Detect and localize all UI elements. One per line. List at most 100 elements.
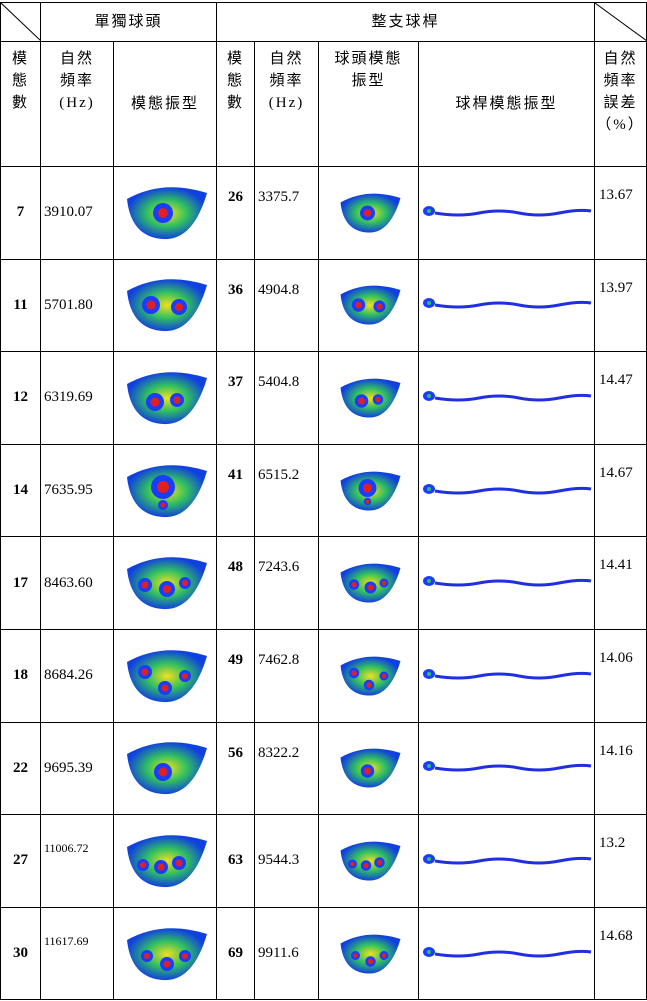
group-header-row: 單獨球頭 整支球桿 bbox=[1, 3, 647, 42]
club-shape-cell bbox=[419, 167, 595, 260]
club-frequency: 9911.6 bbox=[255, 907, 319, 1000]
club-shape bbox=[419, 183, 595, 243]
frequency-error: 13.97 bbox=[595, 259, 647, 352]
head-frequency: 11006.72 bbox=[41, 815, 114, 908]
club-frequency: 7243.6 bbox=[255, 537, 319, 630]
frequency-error: 14.67 bbox=[595, 444, 647, 537]
club-frequency: 3375.7 bbox=[255, 167, 319, 260]
head-shape-cell bbox=[114, 722, 217, 815]
head-frequency: 7635.95 bbox=[41, 444, 114, 537]
club-shape-cell bbox=[419, 444, 595, 537]
head-shape-cell bbox=[114, 259, 217, 352]
mode-shape bbox=[321, 816, 417, 906]
column-header: 模態振型 bbox=[114, 42, 217, 167]
club-mode: 36 bbox=[217, 259, 255, 352]
club-shape-cell bbox=[419, 907, 595, 1000]
mode-shape bbox=[321, 168, 417, 258]
head-shape-cell bbox=[114, 352, 217, 445]
column-header-row: 模 態 數自然 頻率 (Hz)模態振型模 態 數自然 頻率 (Hz)球頭模態 振… bbox=[1, 42, 647, 167]
mode-shape bbox=[321, 353, 417, 443]
club-frequency: 8322.2 bbox=[255, 722, 319, 815]
head-frequency: 8684.26 bbox=[41, 629, 114, 722]
diagonal bbox=[595, 3, 647, 41]
club-mode: 48 bbox=[217, 537, 255, 630]
club-shape bbox=[419, 646, 595, 706]
frequency-error: 14.41 bbox=[595, 537, 647, 630]
club-shape bbox=[419, 461, 595, 521]
frequency-error: 13.2 bbox=[595, 815, 647, 908]
corner-cell bbox=[595, 3, 647, 42]
club-head-shape-cell bbox=[319, 815, 419, 908]
group-header: 單獨球頭 bbox=[41, 3, 217, 42]
column-header: 球頭模態 振型 bbox=[319, 42, 419, 167]
club-shape bbox=[419, 553, 595, 613]
mode-shape bbox=[115, 723, 215, 813]
head-frequency: 9695.39 bbox=[41, 722, 114, 815]
head-frequency: 3910.07 bbox=[41, 167, 114, 260]
corner-cell bbox=[1, 3, 41, 42]
club-head-shape-cell bbox=[319, 167, 419, 260]
club-frequency: 9544.3 bbox=[255, 815, 319, 908]
head-mode: 11 bbox=[1, 259, 41, 352]
head-mode: 12 bbox=[1, 352, 41, 445]
head-shape-cell bbox=[114, 444, 217, 537]
head-shape-cell bbox=[114, 815, 217, 908]
head-mode: 22 bbox=[1, 722, 41, 815]
mode-shape bbox=[115, 909, 215, 999]
mode-shape bbox=[321, 260, 417, 350]
head-mode: 18 bbox=[1, 629, 41, 722]
head-frequency: 6319.69 bbox=[41, 352, 114, 445]
club-mode: 26 bbox=[217, 167, 255, 260]
club-mode: 69 bbox=[217, 907, 255, 1000]
head-frequency: 8463.60 bbox=[41, 537, 114, 630]
column-header: 模 態 數 bbox=[217, 42, 255, 167]
club-shape bbox=[419, 368, 595, 428]
club-shape-cell bbox=[419, 815, 595, 908]
head-mode: 17 bbox=[1, 537, 41, 630]
head-frequency: 5701.80 bbox=[41, 259, 114, 352]
club-frequency: 6515.2 bbox=[255, 444, 319, 537]
club-shape bbox=[419, 831, 595, 891]
column-header: 自然 頻率 (Hz) bbox=[255, 42, 319, 167]
mode-shape bbox=[321, 631, 417, 721]
club-shape-cell bbox=[419, 629, 595, 722]
mode-shape bbox=[321, 538, 417, 628]
head-mode: 30 bbox=[1, 907, 41, 1000]
club-frequency: 5404.8 bbox=[255, 352, 319, 445]
frequency-error: 14.68 bbox=[595, 907, 647, 1000]
head-shape-cell bbox=[114, 167, 217, 260]
club-head-shape-cell bbox=[319, 629, 419, 722]
club-mode: 56 bbox=[217, 722, 255, 815]
club-shape-cell bbox=[419, 722, 595, 815]
club-mode: 41 bbox=[217, 444, 255, 537]
mode-shape bbox=[115, 168, 215, 258]
diagonal bbox=[1, 3, 41, 41]
club-shape bbox=[419, 275, 595, 335]
mode-shape bbox=[321, 723, 417, 813]
column-header: 自然 頻率 誤差 （%） bbox=[595, 42, 647, 167]
head-mode: 27 bbox=[1, 815, 41, 908]
mode-shape bbox=[115, 631, 215, 721]
club-head-shape-cell bbox=[319, 722, 419, 815]
mode-table: 單獨球頭 整支球桿 模 態 數自然 頻率 (Hz)模態振型模 態 數自然 頻率 … bbox=[0, 2, 647, 1000]
column-header: 自然 頻率 (Hz) bbox=[41, 42, 114, 167]
head-shape-cell bbox=[114, 537, 217, 630]
club-shape-cell bbox=[419, 352, 595, 445]
mode-shape bbox=[115, 353, 215, 443]
frequency-error: 14.06 bbox=[595, 629, 647, 722]
mode-shape bbox=[115, 446, 215, 536]
club-head-shape-cell bbox=[319, 259, 419, 352]
mode-shape bbox=[115, 260, 215, 350]
club-mode: 37 bbox=[217, 352, 255, 445]
club-mode: 63 bbox=[217, 815, 255, 908]
mode-shape bbox=[321, 909, 417, 999]
club-shape bbox=[419, 738, 595, 798]
group-header: 整支球桿 bbox=[217, 3, 595, 42]
